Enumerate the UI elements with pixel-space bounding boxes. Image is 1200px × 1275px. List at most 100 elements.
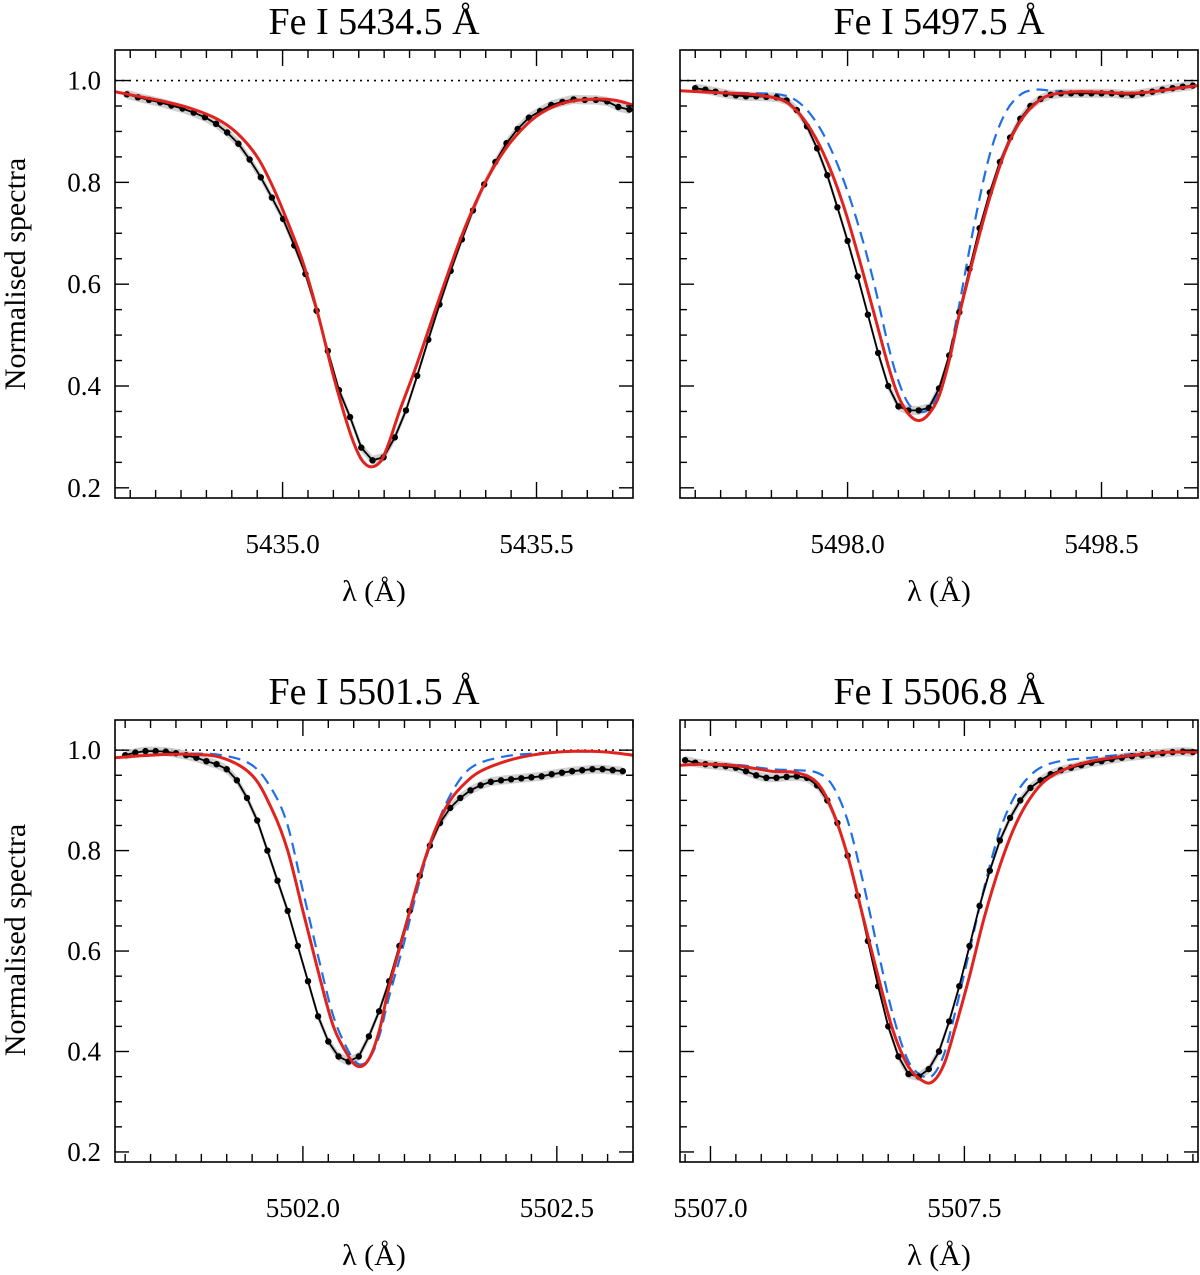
plot-frame [114, 719, 634, 1163]
x-tick-label: 5435.5 [499, 529, 573, 559]
plot-frame [679, 49, 1199, 499]
y-tick-label: 0.2 [67, 1137, 101, 1167]
observed-point [274, 877, 281, 884]
observed-point [235, 140, 242, 147]
observed-point [414, 372, 421, 379]
panel-fe-5506: 5507.0 5507.5 Fe I 5506.8 Å λ (Å) [673, 671, 1199, 1272]
observed-point [314, 1013, 322, 1020]
y-axis-label-bottom: Normalised spectra [0, 824, 32, 1056]
observed-point [518, 775, 525, 782]
model-blue-dashed-line [680, 750, 1198, 1079]
observed-point [1017, 797, 1024, 804]
plot-area [680, 79, 1198, 423]
observed-point [946, 1018, 953, 1025]
observed-point [915, 407, 922, 414]
observed-point [895, 1053, 902, 1060]
observed-point [257, 174, 264, 181]
observed-point [976, 902, 983, 909]
panel-fe-5501: 0.2 0.4 0.6 0.8 1.0 5502.0 5502.5 Fe I 5501.5 Å… [67, 671, 634, 1272]
observed-line [695, 84, 1193, 412]
observed-point [233, 777, 241, 784]
observed-point [548, 771, 555, 778]
observed-point [246, 156, 253, 163]
observed-point [254, 817, 261, 824]
observed-point [925, 1065, 932, 1073]
observed-point [935, 1048, 943, 1055]
observed-error-band [126, 89, 630, 465]
observed-point [956, 983, 963, 990]
observed-point [692, 85, 699, 92]
observed-error-band [685, 747, 1193, 1082]
observed-point [854, 273, 861, 280]
observed-point [609, 767, 616, 774]
x-tick-label: 5498.0 [810, 529, 884, 559]
observed-point [864, 311, 872, 318]
observed-point [528, 774, 535, 781]
observed-point [304, 978, 312, 985]
observed-point [834, 204, 841, 211]
model-red-line [115, 749, 633, 1069]
observed-point [619, 768, 626, 775]
observed-point [193, 754, 200, 761]
plot-frame [114, 49, 634, 499]
observed-line [124, 750, 623, 1063]
observed-point [497, 777, 505, 784]
x-tick-label: 5435.0 [245, 529, 319, 559]
x-axis-label: λ (Å) [907, 575, 971, 608]
observed-point [753, 772, 760, 779]
x-tick-label: 5498.5 [1064, 529, 1138, 559]
x-tick-label: 5507.0 [673, 1193, 747, 1223]
observed-point [212, 120, 220, 128]
y-tick-label: 0.6 [67, 269, 101, 299]
observed-point [375, 1008, 383, 1015]
observed-point [325, 1038, 332, 1045]
x-axis-label: λ (Å) [907, 1239, 971, 1272]
observed-point [335, 1053, 342, 1060]
observed-point [152, 747, 159, 755]
observed-point [284, 907, 291, 915]
y-tick-label: 0.8 [67, 836, 101, 866]
observed-point [773, 774, 780, 781]
model-blue-dashed-line [680, 84, 1198, 414]
panel-title: Fe I 5501.5 Å [268, 671, 480, 713]
observed-point [538, 773, 545, 780]
y-axis-label-top: Normalised spectra [0, 158, 32, 390]
x-tick-label: 5502.5 [520, 1193, 594, 1223]
observed-point [1027, 784, 1034, 791]
observed-point [457, 794, 464, 802]
observed-point [224, 129, 231, 136]
x-tick-label: 5502.0 [266, 1193, 340, 1223]
observed-point [579, 767, 586, 774]
x-axis-label: λ (Å) [342, 1239, 406, 1272]
observed-point [346, 413, 354, 421]
observed-point [895, 403, 902, 410]
observed-point [793, 773, 800, 780]
observed-error-band [695, 81, 1193, 415]
observed-point [294, 942, 301, 950]
observed-point [132, 749, 139, 756]
observed-point [589, 766, 596, 773]
panel-title: Fe I 5497.5 Å [833, 1, 1045, 43]
observed-point [568, 768, 576, 775]
observed-line [684, 750, 1193, 1078]
observed-point [264, 847, 271, 854]
observed-point [355, 1053, 362, 1060]
observed-point [844, 237, 851, 245]
x-axis-label: λ (Å) [342, 575, 406, 608]
y-tick-label: 0.8 [67, 167, 101, 197]
plot-frame [679, 719, 1199, 1163]
y-tick-label: 0.2 [67, 473, 101, 503]
observed-point [487, 778, 494, 785]
observed-point [203, 758, 210, 765]
observed-point [365, 1033, 373, 1040]
y-tick-label: 1.0 [67, 66, 101, 96]
panel-title: Fe I 5434.5 Å [268, 1, 480, 43]
observed-point [369, 457, 376, 464]
observed-point [558, 769, 566, 776]
observed-point [358, 444, 365, 451]
observed-point [905, 1070, 912, 1078]
observed-point [391, 434, 398, 441]
observed-point [681, 757, 689, 764]
observed-point [467, 787, 474, 794]
observed-point [243, 794, 251, 802]
